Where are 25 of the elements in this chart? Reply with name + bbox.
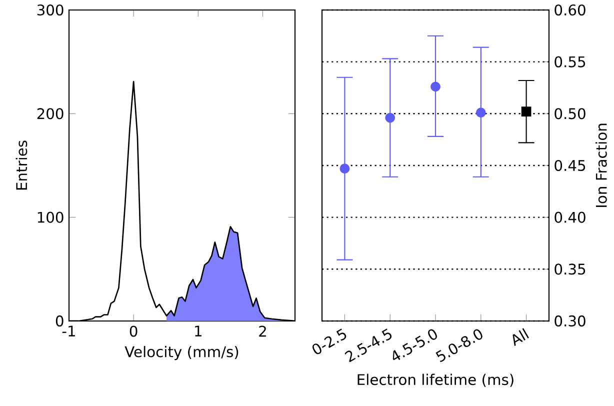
y2-tick-label: 0.40 [554, 212, 586, 223]
point [476, 108, 486, 118]
y-tick-label: 200 [37, 108, 64, 120]
point [385, 112, 396, 123]
point [430, 82, 440, 92]
x-axis-title: Velocity (mm/s) [124, 346, 238, 360]
x-tick-label: 2 [259, 326, 266, 337]
x-tick-label: All [512, 328, 529, 346]
x-tick-label: 1 [195, 326, 202, 336]
y-tick-label: 100 [38, 212, 64, 223]
y2-tick-label: 0.60 [554, 4, 586, 16]
x-axis-title: Electron lifetime (ms) [358, 374, 514, 387]
y2-axis-title: Ion Fraction [596, 124, 607, 207]
y2-tick-label: 0.55 [554, 56, 586, 68]
y-tick-label: 0 [56, 315, 64, 327]
point [521, 106, 532, 117]
y2-tick-label: 0.50 [554, 108, 586, 120]
y-axis-title: Entries [16, 140, 28, 190]
x-tick-label: -1 [62, 326, 75, 336]
y2-tick-label: 0.30 [554, 315, 586, 327]
y2-tick-label: 0.35 [554, 264, 586, 275]
x-tick-label: 0 [130, 326, 138, 337]
y2-tick-label: 0.45 [554, 160, 586, 172]
point [340, 164, 350, 174]
y-tick-label: 300 [37, 4, 64, 16]
